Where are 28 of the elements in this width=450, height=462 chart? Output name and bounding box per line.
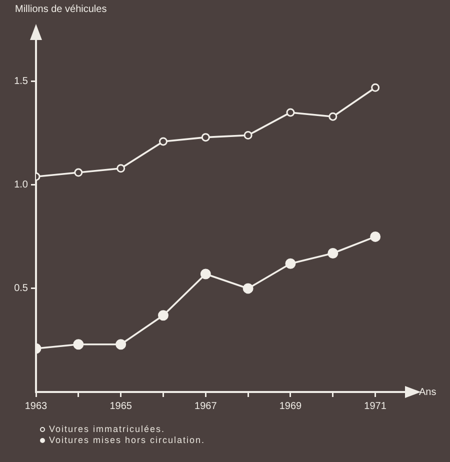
point — [286, 108, 295, 117]
x-tick-label: 1967 — [194, 400, 218, 412]
point — [242, 283, 254, 294]
y-tick-label: 1.5 — [14, 76, 28, 88]
y-tick-label: 0.5 — [14, 283, 28, 294]
point — [285, 258, 296, 269]
point — [371, 83, 380, 92]
x-tick-label: 1963 — [24, 400, 48, 412]
point — [158, 137, 168, 146]
point — [158, 310, 168, 321]
point — [244, 130, 252, 140]
point — [74, 168, 83, 177]
point — [201, 133, 210, 142]
point — [116, 164, 126, 173]
x-tick-label: 1969 — [279, 400, 302, 412]
point — [200, 268, 211, 280]
point — [370, 231, 381, 242]
legend-label: Voitures immatriculées. — [49, 424, 166, 435]
x-axis-title: Ans — [419, 386, 436, 398]
y-axis-title: Millions de véhicules — [15, 4, 107, 15]
legend-label: Voitures mises hors circulation. — [49, 435, 206, 446]
x-tick-label: 1965 — [110, 400, 132, 412]
point — [73, 339, 84, 350]
point — [328, 112, 338, 121]
point — [328, 248, 338, 259]
y-tick-label: 1.0 — [14, 180, 28, 191]
x-tick-label: 1971 — [364, 400, 387, 412]
point — [116, 339, 126, 350]
